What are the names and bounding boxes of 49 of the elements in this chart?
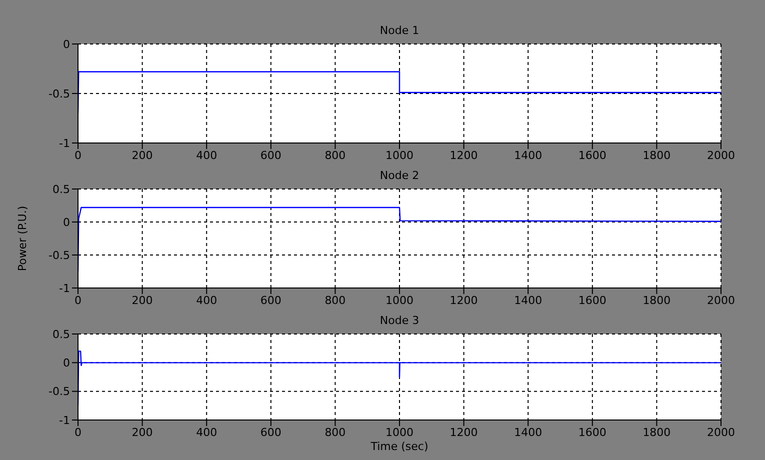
x-tick-label: 1000 — [386, 148, 414, 162]
x-axis-title: Time (sec) — [370, 440, 428, 453]
x-tick-label: 1800 — [642, 148, 671, 162]
x-tick-label: 2000 — [707, 426, 735, 439]
x-tick-label: 1200 — [450, 148, 478, 162]
y-tick-label: 0 — [63, 216, 70, 229]
x-tick-label: 0 — [74, 426, 82, 439]
x-tick-label: 600 — [260, 294, 282, 307]
x-tick-label: 1600 — [578, 294, 606, 307]
y-tick-label: -0.5 — [48, 385, 70, 398]
x-tick-label: 400 — [196, 148, 218, 162]
x-tick-label: 400 — [196, 426, 218, 439]
x-tick-label: 0 — [74, 294, 82, 307]
y-tick-label: -1 — [59, 414, 70, 427]
y-tick-label: 0.5 — [52, 182, 70, 196]
chart-title: Node 3 — [378, 314, 420, 327]
y-tick-label: -1 — [59, 282, 70, 295]
chart-title: Node 2 — [378, 169, 420, 182]
x-tick-label: 1200 — [450, 294, 478, 307]
chart-title: Node 1 — [378, 24, 420, 37]
x-tick-label: 800 — [324, 148, 346, 162]
y-tick-label: 0.5 — [52, 328, 70, 341]
x-tick-label: 200 — [132, 426, 153, 439]
x-tick-label: 1000 — [386, 426, 414, 439]
x-tick-label: 1400 — [514, 294, 542, 307]
x-tick-label: 1400 — [514, 148, 542, 162]
y-tick-label: -0.5 — [48, 248, 70, 262]
x-tick-label: 600 — [260, 148, 282, 162]
x-tick-label: 800 — [324, 426, 346, 439]
x-tick-label: 1800 — [642, 294, 671, 307]
x-tick-label: 400 — [196, 294, 218, 307]
x-tick-label: 800 — [324, 294, 346, 307]
y-axis-title: Power (P.U.) — [16, 206, 29, 272]
x-tick-label: 0 — [74, 148, 82, 162]
x-tick-label: 1400 — [514, 426, 542, 439]
y-tick-label: -1 — [59, 136, 70, 150]
x-tick-label: 2000 — [707, 148, 735, 162]
x-tick-label: 1600 — [578, 148, 606, 162]
x-tick-label: 200 — [132, 294, 153, 307]
x-tick-label: 1200 — [450, 426, 478, 439]
y-tick-label: 0 — [63, 356, 70, 370]
y-tick-label: 0 — [63, 38, 70, 51]
x-tick-label: 200 — [132, 148, 153, 162]
x-tick-label: 1800 — [642, 426, 671, 439]
x-tick-label: 600 — [260, 426, 282, 439]
x-tick-label: 2000 — [707, 294, 735, 307]
x-tick-label: 1600 — [578, 426, 606, 439]
x-tick-label: 1000 — [386, 294, 414, 307]
y-tick-label: -0.5 — [48, 87, 70, 100]
